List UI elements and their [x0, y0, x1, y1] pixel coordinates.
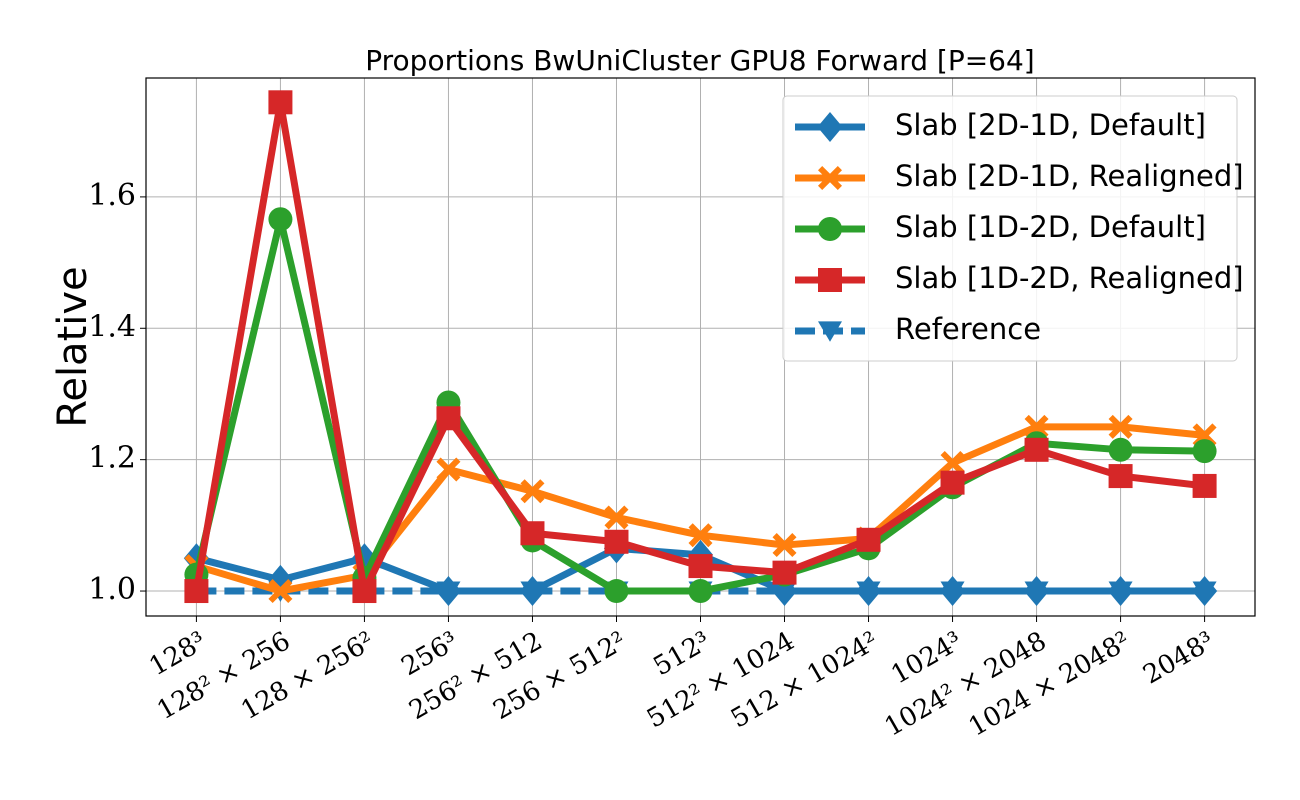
plot-area — [183, 90, 1218, 607]
marker — [688, 554, 713, 579]
marker — [604, 579, 629, 604]
chart-title: Proportions BwUniCluster GPU8 Forward [P… — [365, 44, 1034, 77]
marker — [268, 90, 293, 115]
legend-marker — [818, 217, 842, 241]
marker — [436, 406, 461, 431]
y-tick-label: 1.0 — [88, 572, 136, 607]
marker — [1192, 439, 1217, 464]
marker — [855, 576, 882, 607]
marker — [435, 576, 462, 607]
marker — [1107, 576, 1134, 607]
legend-marker — [817, 112, 843, 142]
marker — [1192, 473, 1217, 498]
x-tick-label: 2048³ — [1138, 626, 1219, 690]
marker — [940, 450, 965, 475]
legend-marker — [818, 166, 842, 190]
legend-label: Slab [2D-1D, Default] — [895, 108, 1206, 142]
marker — [772, 533, 797, 558]
marker — [688, 523, 713, 548]
marker — [688, 579, 713, 604]
marker — [940, 470, 965, 495]
plot-frame — [145, 77, 1256, 617]
marker — [436, 457, 461, 482]
marker — [520, 521, 545, 546]
legend-label: Slab [1D-2D, Default] — [895, 210, 1206, 244]
marker — [856, 527, 881, 552]
marker — [1191, 576, 1218, 607]
legend-label: Reference — [895, 312, 1041, 346]
y-tick-label: 1.4 — [88, 309, 136, 344]
marker — [772, 560, 797, 585]
marker — [520, 479, 545, 504]
marker — [1024, 437, 1049, 462]
marker — [1023, 576, 1050, 607]
legend-label: Slab [1D-2D, Realigned] — [895, 261, 1244, 295]
legend-marker — [818, 321, 842, 342]
marker — [1108, 437, 1133, 462]
marker — [604, 505, 629, 530]
marker — [268, 579, 293, 604]
marker — [184, 579, 209, 604]
marker — [268, 207, 293, 232]
marker — [1108, 414, 1133, 439]
marker — [939, 576, 966, 607]
marker — [1024, 414, 1049, 439]
marker — [352, 579, 377, 604]
y-tick-label: 1.2 — [88, 441, 136, 476]
y-tick-label: 1.6 — [88, 178, 136, 213]
marker — [604, 529, 629, 554]
legend-label: Slab [2D-1D, Realigned] — [895, 159, 1244, 193]
legend-marker — [818, 268, 842, 292]
legend-box — [782, 95, 1238, 362]
marker — [1108, 464, 1133, 489]
y-axis-label: Relative — [50, 266, 96, 427]
legend: Slab [2D-1D, Default] Slab [2D-1D, Realig… — [782, 95, 1244, 362]
marker — [519, 576, 546, 607]
